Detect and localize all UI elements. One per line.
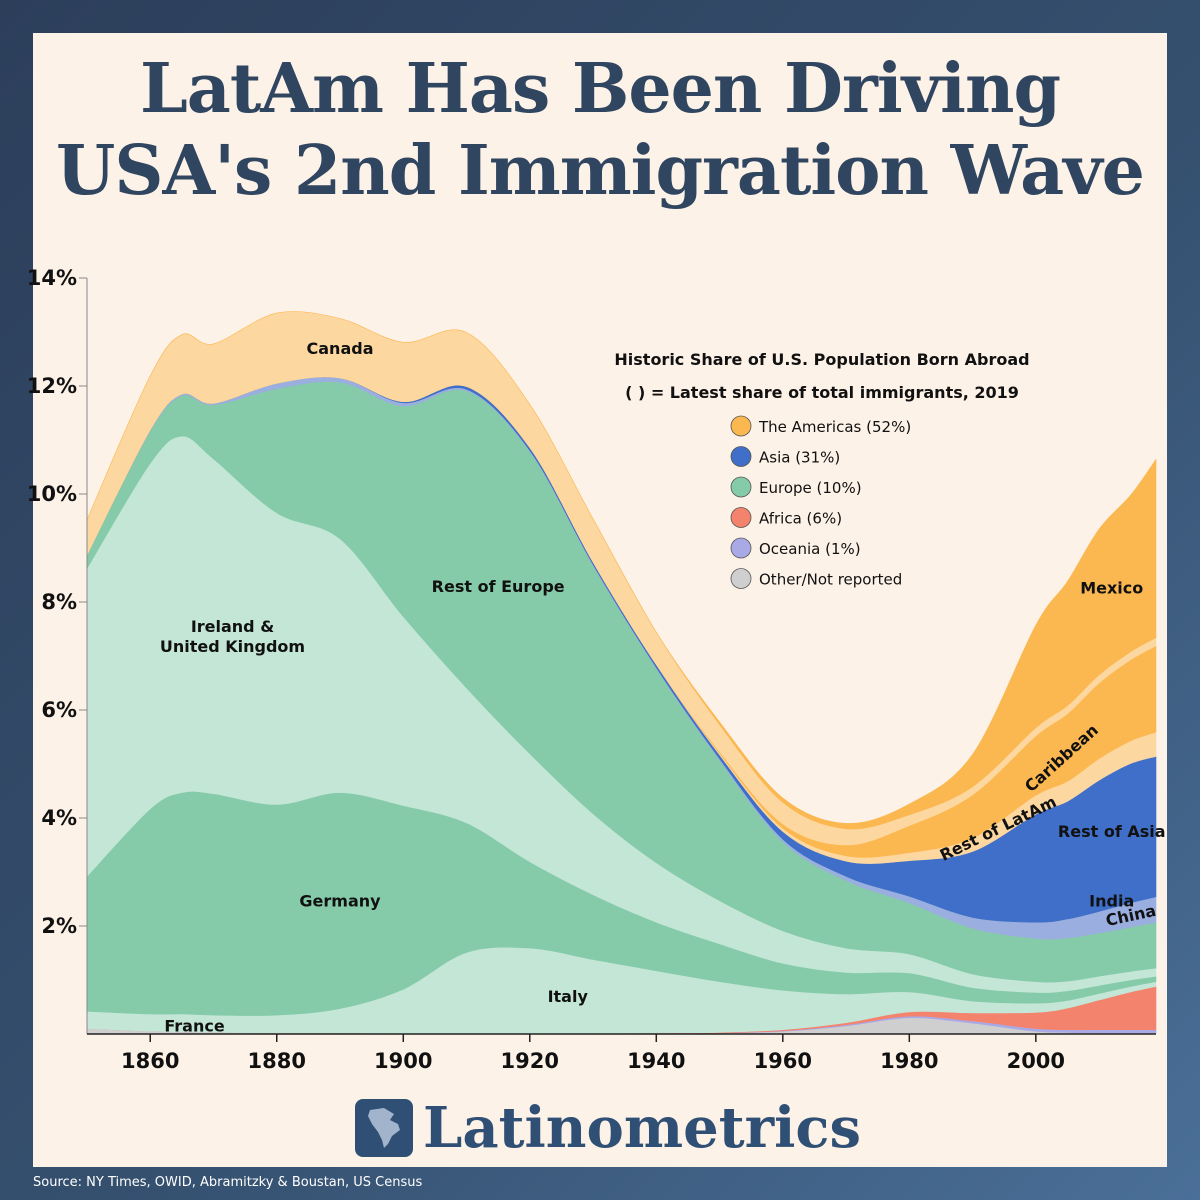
x-tick-label: 1880 xyxy=(248,1049,306,1073)
brand-name: Latinometrics xyxy=(423,1095,862,1161)
y-tick-label: 12% xyxy=(27,374,77,398)
area-label-italy: Italy xyxy=(548,987,589,1006)
legend-swatch xyxy=(730,415,752,437)
legend-swatch xyxy=(730,446,752,467)
source-note: Source: NY Times, OWID, Abramitzky & Bou… xyxy=(33,1175,423,1190)
area-label-france: France xyxy=(164,1017,224,1036)
area-label-canada: Canada xyxy=(307,339,374,358)
area-label-ireland-united-kingdom: Ireland & United Kingdom xyxy=(160,617,305,656)
area-label-india: India xyxy=(1089,892,1134,911)
chart-legend: Historic Share of U.S. Population Born A… xyxy=(614,350,1030,589)
title-line-2: USA's 2nd Immigration Wave xyxy=(56,131,1145,211)
area-label-rest-of-europe: Rest of Europe xyxy=(432,577,565,596)
legend-swatch xyxy=(730,568,752,589)
y-tick-label: 4% xyxy=(41,806,77,830)
area-mexico xyxy=(86,311,1157,830)
area-label-mexico: Mexico xyxy=(1080,579,1143,598)
x-tick-label: 1960 xyxy=(754,1049,812,1073)
legend-title: Historic Share of U.S. Population Born A… xyxy=(614,350,1029,369)
x-tick-label: 1860 xyxy=(121,1049,179,1073)
chart-axes: 2% 4% 6% 8% 10% 12% 14% 1860 1880 1900 1920 1940 196… xyxy=(27,266,1156,1073)
chart-areas xyxy=(86,311,1157,1035)
legend-item-label: Europe (10%) xyxy=(759,479,862,497)
page-title: LatAm Has Been Driving USA's 2nd Immigra… xyxy=(0,48,1200,212)
legend-item-label: Oceania (1%) xyxy=(759,540,861,558)
y-tick-label: 10% xyxy=(27,482,77,506)
y-tick-label: 14% xyxy=(27,266,77,290)
x-tick-label: 1900 xyxy=(374,1049,432,1073)
legend-swatch xyxy=(730,537,752,559)
area-label-germany: Germany xyxy=(299,892,381,911)
y-tick-label: 6% xyxy=(41,698,77,722)
x-tick-label: 1980 xyxy=(880,1049,938,1073)
legend-item-label: Other/Not reported xyxy=(759,571,902,589)
latin-america-map-icon xyxy=(355,1099,413,1157)
y-tick-label: 8% xyxy=(41,590,77,614)
legend-subtitle: ( ) = Latest share of total immigrants, … xyxy=(625,383,1019,402)
legend-swatch xyxy=(730,507,752,528)
legend-item-label: Asia (31%) xyxy=(759,449,840,467)
brand: Latinometrics xyxy=(355,1096,861,1160)
legend-swatch xyxy=(730,476,752,498)
area-label-rest-of-asia: Rest of Asia xyxy=(1058,822,1166,841)
x-tick-label: 1940 xyxy=(627,1049,685,1073)
title-line-1: LatAm Has Been Driving xyxy=(139,49,1061,129)
y-tick-label: 2% xyxy=(41,914,77,938)
legend-item-label: The Americas (52%) xyxy=(758,418,911,436)
legend-item-label: Africa (6%) xyxy=(759,510,842,528)
x-tick-label: 1920 xyxy=(501,1049,559,1073)
x-tick-label: 2000 xyxy=(1007,1049,1065,1073)
